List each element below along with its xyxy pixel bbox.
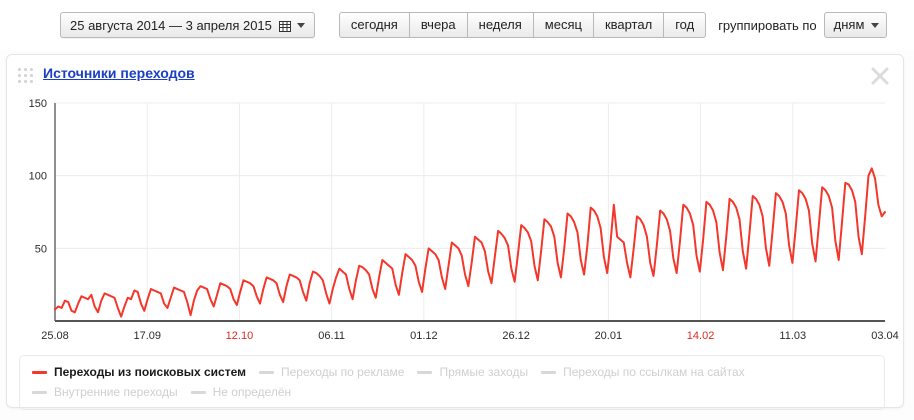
svg-text:06.11: 06.11 <box>318 330 345 342</box>
report-widget: Источники переходов 50 100 150 25.08 17.09 12… <box>6 54 904 410</box>
close-icon[interactable] <box>869 65 891 87</box>
svg-text:25.08: 25.08 <box>41 330 69 342</box>
date-range-picker[interactable]: 25 августа 2014 — 3 апреля 2015 <box>60 12 315 38</box>
legend-item-label: Прямые заходы <box>439 365 529 379</box>
svg-text:17.09: 17.09 <box>133 330 161 342</box>
svg-text:100: 100 <box>29 171 47 183</box>
toolbar: 25 августа 2014 — 3 апреля 2015 сегодня … <box>0 0 914 50</box>
legend-color-swatch <box>417 370 433 374</box>
chart-area[interactable]: 50 100 150 25.08 17.09 12.10 06.11 01.12 26.12 20… <box>7 93 903 363</box>
widget-title-link[interactable]: Источники переходов <box>43 65 195 81</box>
preset-month[interactable]: месяц <box>533 12 594 38</box>
legend-color-swatch <box>259 370 274 374</box>
chevron-down-icon <box>296 22 305 28</box>
group-by-value: дням <box>833 17 865 32</box>
preset-today[interactable]: сегодня <box>338 12 410 38</box>
preset-week[interactable]: неделя <box>467 12 534 38</box>
date-range-value: 25 августа 2014 — 3 апреля 2015 <box>70 17 272 33</box>
svg-text:11.03: 11.03 <box>779 330 806 342</box>
legend-item[interactable]: Переходы по рекламе <box>259 365 404 379</box>
legend-item[interactable]: Переходы из поисковых систем <box>32 365 246 379</box>
period-presets: сегодня вчера неделя месяц квартал год <box>338 12 707 38</box>
group-by-label: группировать по <box>718 17 817 33</box>
legend-item[interactable]: Не определён <box>190 385 292 399</box>
preset-year[interactable]: год <box>664 12 707 38</box>
calendar-icon <box>278 20 291 32</box>
chevron-down-icon <box>871 22 880 28</box>
legend-color-swatch <box>32 390 47 394</box>
svg-text:26.12: 26.12 <box>502 330 530 342</box>
svg-text:150: 150 <box>29 98 47 110</box>
legend-color-swatch <box>190 390 206 394</box>
svg-text:12.10: 12.10 <box>226 330 254 342</box>
legend-color-swatch <box>541 370 557 374</box>
legend-item[interactable]: Прямые заходы <box>417 365 528 379</box>
legend-item[interactable]: Переходы по ссылкам на сайтах <box>541 365 745 379</box>
traffic-sources-line-chart[interactable]: 50 100 150 25.08 17.09 12.10 06.11 01.12 26.12 20… <box>7 93 903 355</box>
svg-text:03.04: 03.04 <box>871 330 899 342</box>
preset-quarter[interactable]: квартал <box>593 12 665 38</box>
legend-item-label: Внутренние переходы <box>54 385 178 399</box>
svg-text:14.02: 14.02 <box>687 330 715 342</box>
svg-text:01.12: 01.12 <box>410 330 438 342</box>
widget-header: Источники переходов <box>7 55 903 93</box>
legend-item-label: Переходы по ссылкам на сайтах <box>563 365 745 379</box>
preset-yesterday[interactable]: вчера <box>409 12 468 38</box>
svg-text:50: 50 <box>35 243 47 255</box>
legend-item-label: Не определён <box>212 385 292 399</box>
legend-item[interactable]: Внутренние переходы <box>32 385 178 399</box>
legend-color-swatch <box>32 370 47 374</box>
legend-item-label: Переходы по рекламе <box>281 365 405 379</box>
svg-text:20.01: 20.01 <box>595 330 623 342</box>
chart-legend: Переходы из поисковых систем Переходы по … <box>19 355 885 410</box>
group-by-select[interactable]: дням <box>823 12 888 38</box>
legend-item-label: Переходы из поисковых систем <box>54 365 246 379</box>
drag-handle-icon[interactable] <box>18 68 36 83</box>
